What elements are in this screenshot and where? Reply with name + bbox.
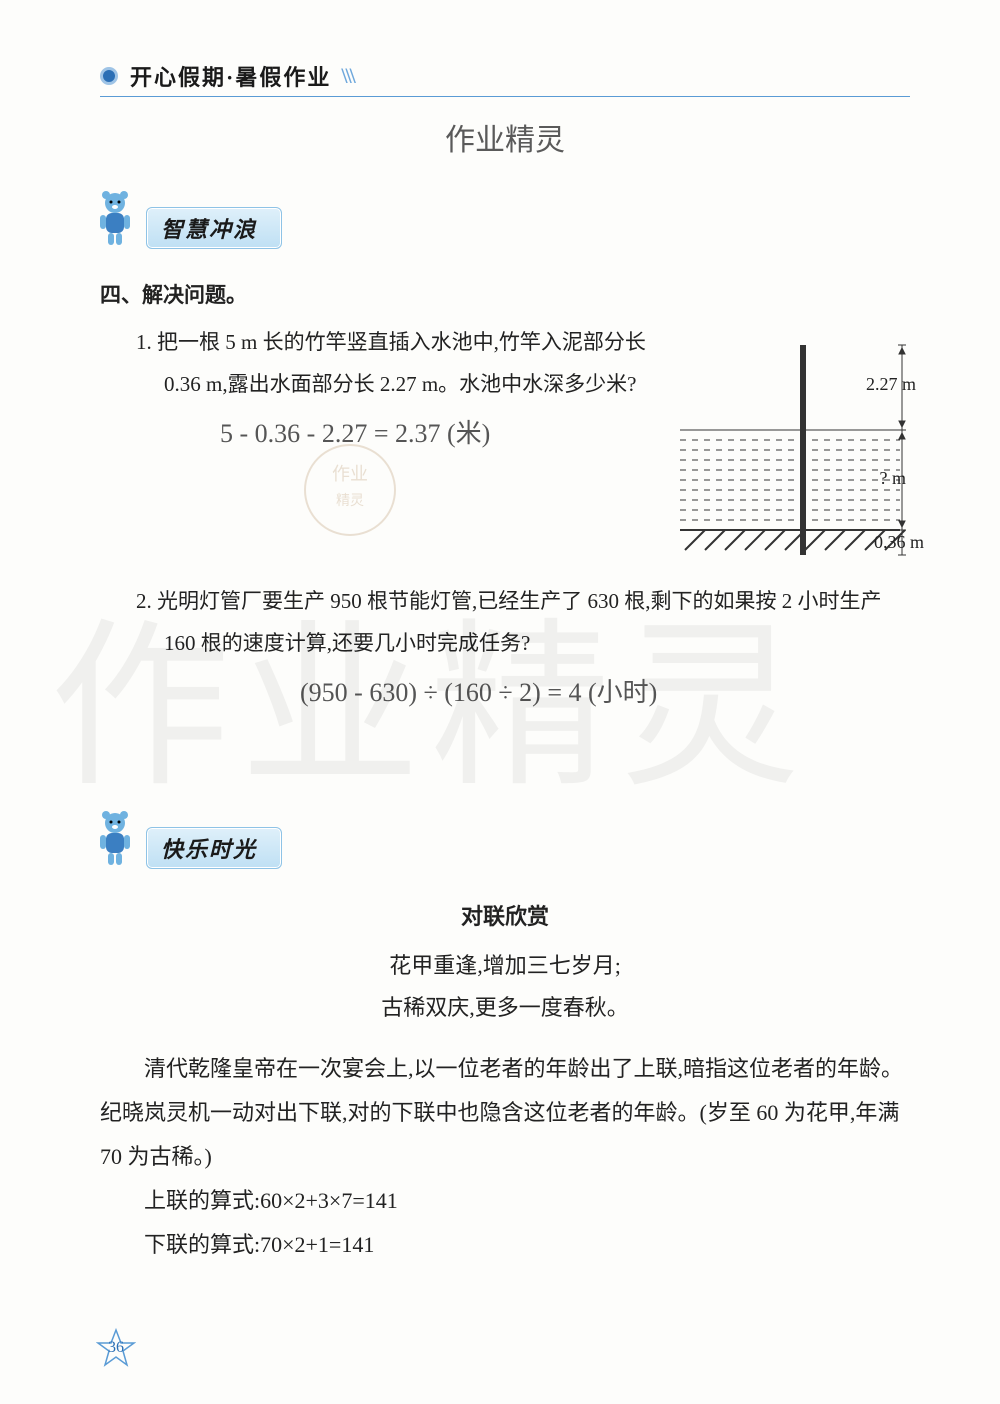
diagram-label-bottom: 0.36 m bbox=[874, 532, 924, 553]
couplet-line-2: 古稀双庆,更多一度春秋。 bbox=[100, 987, 910, 1029]
page-header: 开心假期·暑假作业 \\\ bbox=[100, 60, 910, 97]
bear-icon bbox=[90, 189, 140, 249]
bear-icon bbox=[90, 809, 140, 869]
couplet-line-1: 花甲重逢,增加三七岁月; bbox=[100, 945, 910, 987]
section-badge-1: 智慧冲浪 bbox=[90, 189, 910, 249]
section-badge-2: 快乐时光 bbox=[90, 809, 910, 869]
page-number-star: 36 bbox=[96, 1328, 136, 1368]
couplet-formula-1: 上联的算式:60×2+3×7=141 bbox=[100, 1179, 910, 1223]
header-slashes-icon: \\\ bbox=[341, 63, 353, 89]
problem-2-answer: (950 - 630) ÷ (160 ÷ 2) = 4 (小时) bbox=[300, 672, 910, 709]
couplet-title: 对联欣赏 bbox=[100, 899, 910, 931]
page-number: 36 bbox=[96, 1328, 136, 1368]
section-heading: 四、解决问题。 bbox=[100, 279, 910, 309]
couplet-formula-2: 下联的算式:70×2+1=141 bbox=[100, 1223, 910, 1267]
badge-label-1: 智慧冲浪 bbox=[146, 207, 282, 249]
problem-2-text: 2. 光明灯管厂要生产 950 根节能灯管,已经生产了 630 根,剩下的如果按… bbox=[136, 580, 910, 664]
couplet-story: 清代乾隆皇帝在一次宴会上,以一位老者的年龄出了上联,暗指这位老者的年龄。纪晓岚灵… bbox=[100, 1047, 910, 1179]
pool-diagram: 2.27 m ? m 0.36 m bbox=[650, 340, 910, 570]
badge-label-2: 快乐时光 bbox=[146, 827, 282, 869]
diagram-label-top: 2.27 m bbox=[866, 374, 916, 395]
handwritten-header: 作业精灵 bbox=[100, 115, 910, 159]
diagram-label-mid: ? m bbox=[880, 468, 907, 489]
header-title: 开心假期·暑假作业 bbox=[130, 60, 331, 92]
header-bullet-icon bbox=[100, 67, 118, 85]
couplet-block: 对联欣赏 花甲重逢,增加三七岁月; 古稀双庆,更多一度春秋。 清代乾隆皇帝在一次… bbox=[100, 899, 910, 1267]
page-root: 开心假期·暑假作业 \\\ 作业精灵 智慧冲浪 四、解决问题。 1. 把一根 5… bbox=[0, 0, 1000, 1404]
